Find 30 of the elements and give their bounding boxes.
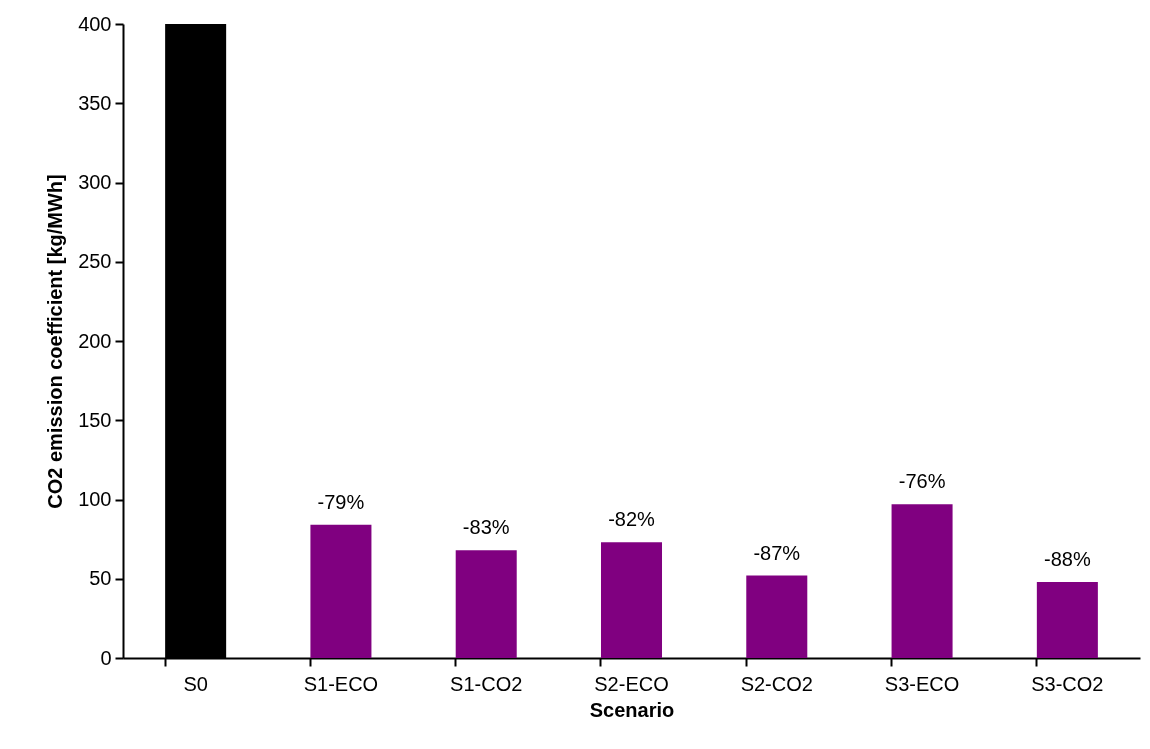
x-tick-label: S0 xyxy=(183,672,208,695)
x-axis-title: Scenario xyxy=(589,698,675,721)
y-tick-label: 200 xyxy=(78,329,112,352)
annotation: -83% xyxy=(462,516,510,539)
x-tick-label: S1-ECO xyxy=(303,672,379,695)
x-tick-label: S3-ECO xyxy=(884,672,960,695)
x-tick-label: S2-ECO xyxy=(594,672,669,695)
y-axis-title: CO2 emission coefficient [kg/MWh] xyxy=(44,174,67,509)
bar xyxy=(891,504,953,658)
annotation: -88% xyxy=(1044,547,1091,570)
y-tick-label: 0 xyxy=(100,646,112,669)
x-tick-label: S1-CO2 xyxy=(450,672,523,695)
y-tick-label: 350 xyxy=(78,91,112,114)
y-tick-label: 50 xyxy=(89,567,112,590)
y-tick-label: 300 xyxy=(78,171,112,193)
y-tick-label: 100 xyxy=(78,488,112,510)
bar xyxy=(600,542,663,658)
x-tick-label: S2-CO2 xyxy=(740,672,813,695)
bar xyxy=(455,550,517,658)
y-tick-label: 150 xyxy=(78,408,112,431)
bar xyxy=(1036,581,1098,658)
annotation: -76% xyxy=(898,470,946,493)
annotation: -79% xyxy=(317,490,365,513)
annotation: -87% xyxy=(753,541,801,564)
bar xyxy=(746,575,808,658)
y-tick-label: 400 xyxy=(78,12,112,35)
x-tick-label: S3-CO2 xyxy=(1031,672,1104,695)
annotation: -82% xyxy=(608,508,656,531)
bar xyxy=(310,524,372,658)
y-tick-label: 250 xyxy=(78,250,112,273)
